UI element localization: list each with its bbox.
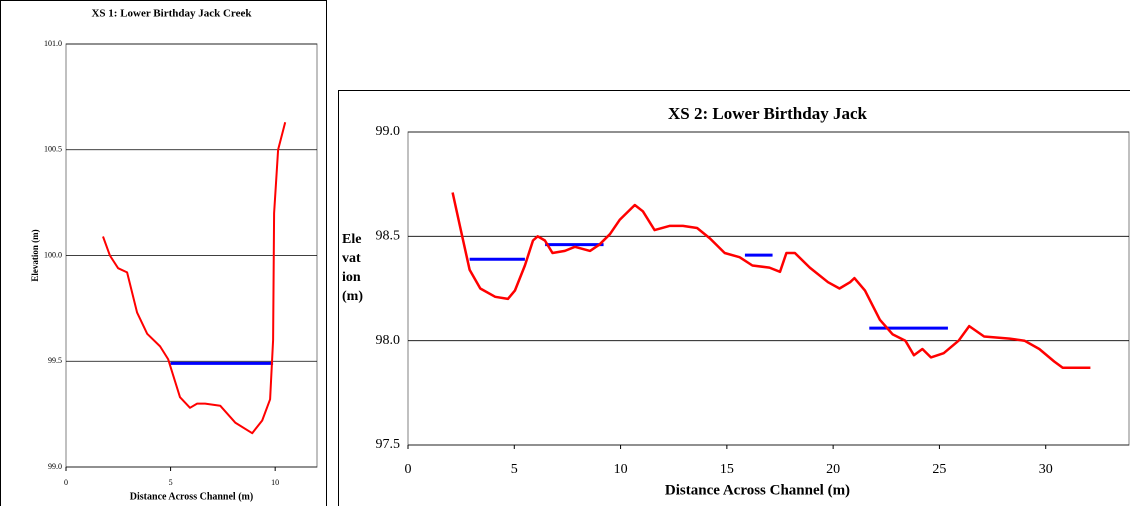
y-tick-label: 101.0 xyxy=(44,39,62,48)
y-axis-label: (m) xyxy=(342,289,363,304)
y-tick-label: 97.5 xyxy=(376,437,401,452)
y-tick-label: 99.0 xyxy=(48,462,62,471)
x-axis-label: Distance Across Channel (m) xyxy=(665,482,850,498)
chart-title: XS 1: Lower Birthday Jack Creek xyxy=(91,8,252,20)
y-axis-label: vat xyxy=(342,251,361,266)
x-tick-label: 30 xyxy=(1039,462,1053,477)
x-tick-label: 20 xyxy=(826,462,840,477)
x-tick-label: 10 xyxy=(614,462,628,477)
x-tick-label: 5 xyxy=(169,478,173,487)
x-tick-label: 5 xyxy=(511,462,518,477)
y-tick-label: 100.0 xyxy=(44,250,62,259)
y-axis-label: ion xyxy=(342,270,361,285)
x-axis-label: Distance Across Channel (m) xyxy=(130,491,253,502)
y-tick-label: 98.5 xyxy=(376,229,401,244)
chart-frame xyxy=(0,0,327,506)
y-tick-label: 99.5 xyxy=(48,356,62,365)
x-tick-label: 15 xyxy=(720,462,734,477)
profile-line xyxy=(102,122,287,435)
profile-line xyxy=(451,192,1091,370)
chart-title: XS 2: Lower Birthday Jack xyxy=(668,104,868,123)
y-axis-label: Elevation (m) xyxy=(30,229,40,281)
y-tick-label: 99.0 xyxy=(376,124,401,139)
y-tick-label: 100.5 xyxy=(44,145,62,154)
x-tick-label: 10 xyxy=(271,478,279,487)
x-tick-label: 25 xyxy=(932,462,946,477)
x-tick-label: 0 xyxy=(64,478,68,487)
x-tick-label: 0 xyxy=(405,462,412,477)
chart-frame xyxy=(338,90,1130,506)
y-tick-label: 98.0 xyxy=(376,333,401,348)
y-axis-label: Ele xyxy=(342,232,361,247)
